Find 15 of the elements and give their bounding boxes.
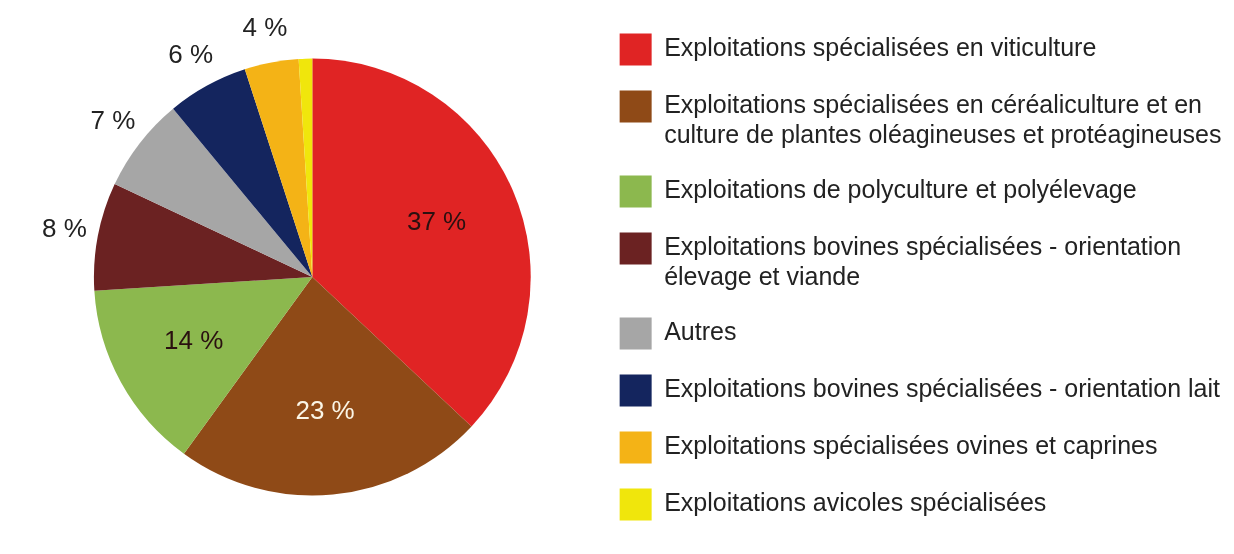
legend-label: Exploitations spécialisées en céréaliculture et en culture de plantes oléagineuses et protéagineuses (664, 90, 1222, 149)
data-label: 7 % (90, 105, 136, 136)
legend-label: Exploitations de polyculture et polyélevage (664, 175, 1137, 204)
legend-label: Exploitations bovines spécialisées - orientation élevage et viande (664, 232, 1182, 291)
legend-label: Exploitations spécialisées ovines et caprines (664, 431, 1158, 460)
data-label: 14 % (164, 325, 224, 356)
data-label: 4 % (242, 12, 288, 43)
data-label: 23 % (295, 394, 355, 425)
data-label: 6 % (168, 38, 214, 69)
legend-label: Exploitations avicoles spécialisées (664, 488, 1047, 517)
legend-label: Exploitations bovines spécialisées - orientation lait (664, 374, 1221, 403)
data-label: 37 % (406, 206, 467, 237)
legend-label: Exploitations spécialisées en viticulture (664, 33, 1097, 62)
data-label: 8 % (41, 212, 87, 243)
legend-label: Autres (664, 317, 737, 346)
